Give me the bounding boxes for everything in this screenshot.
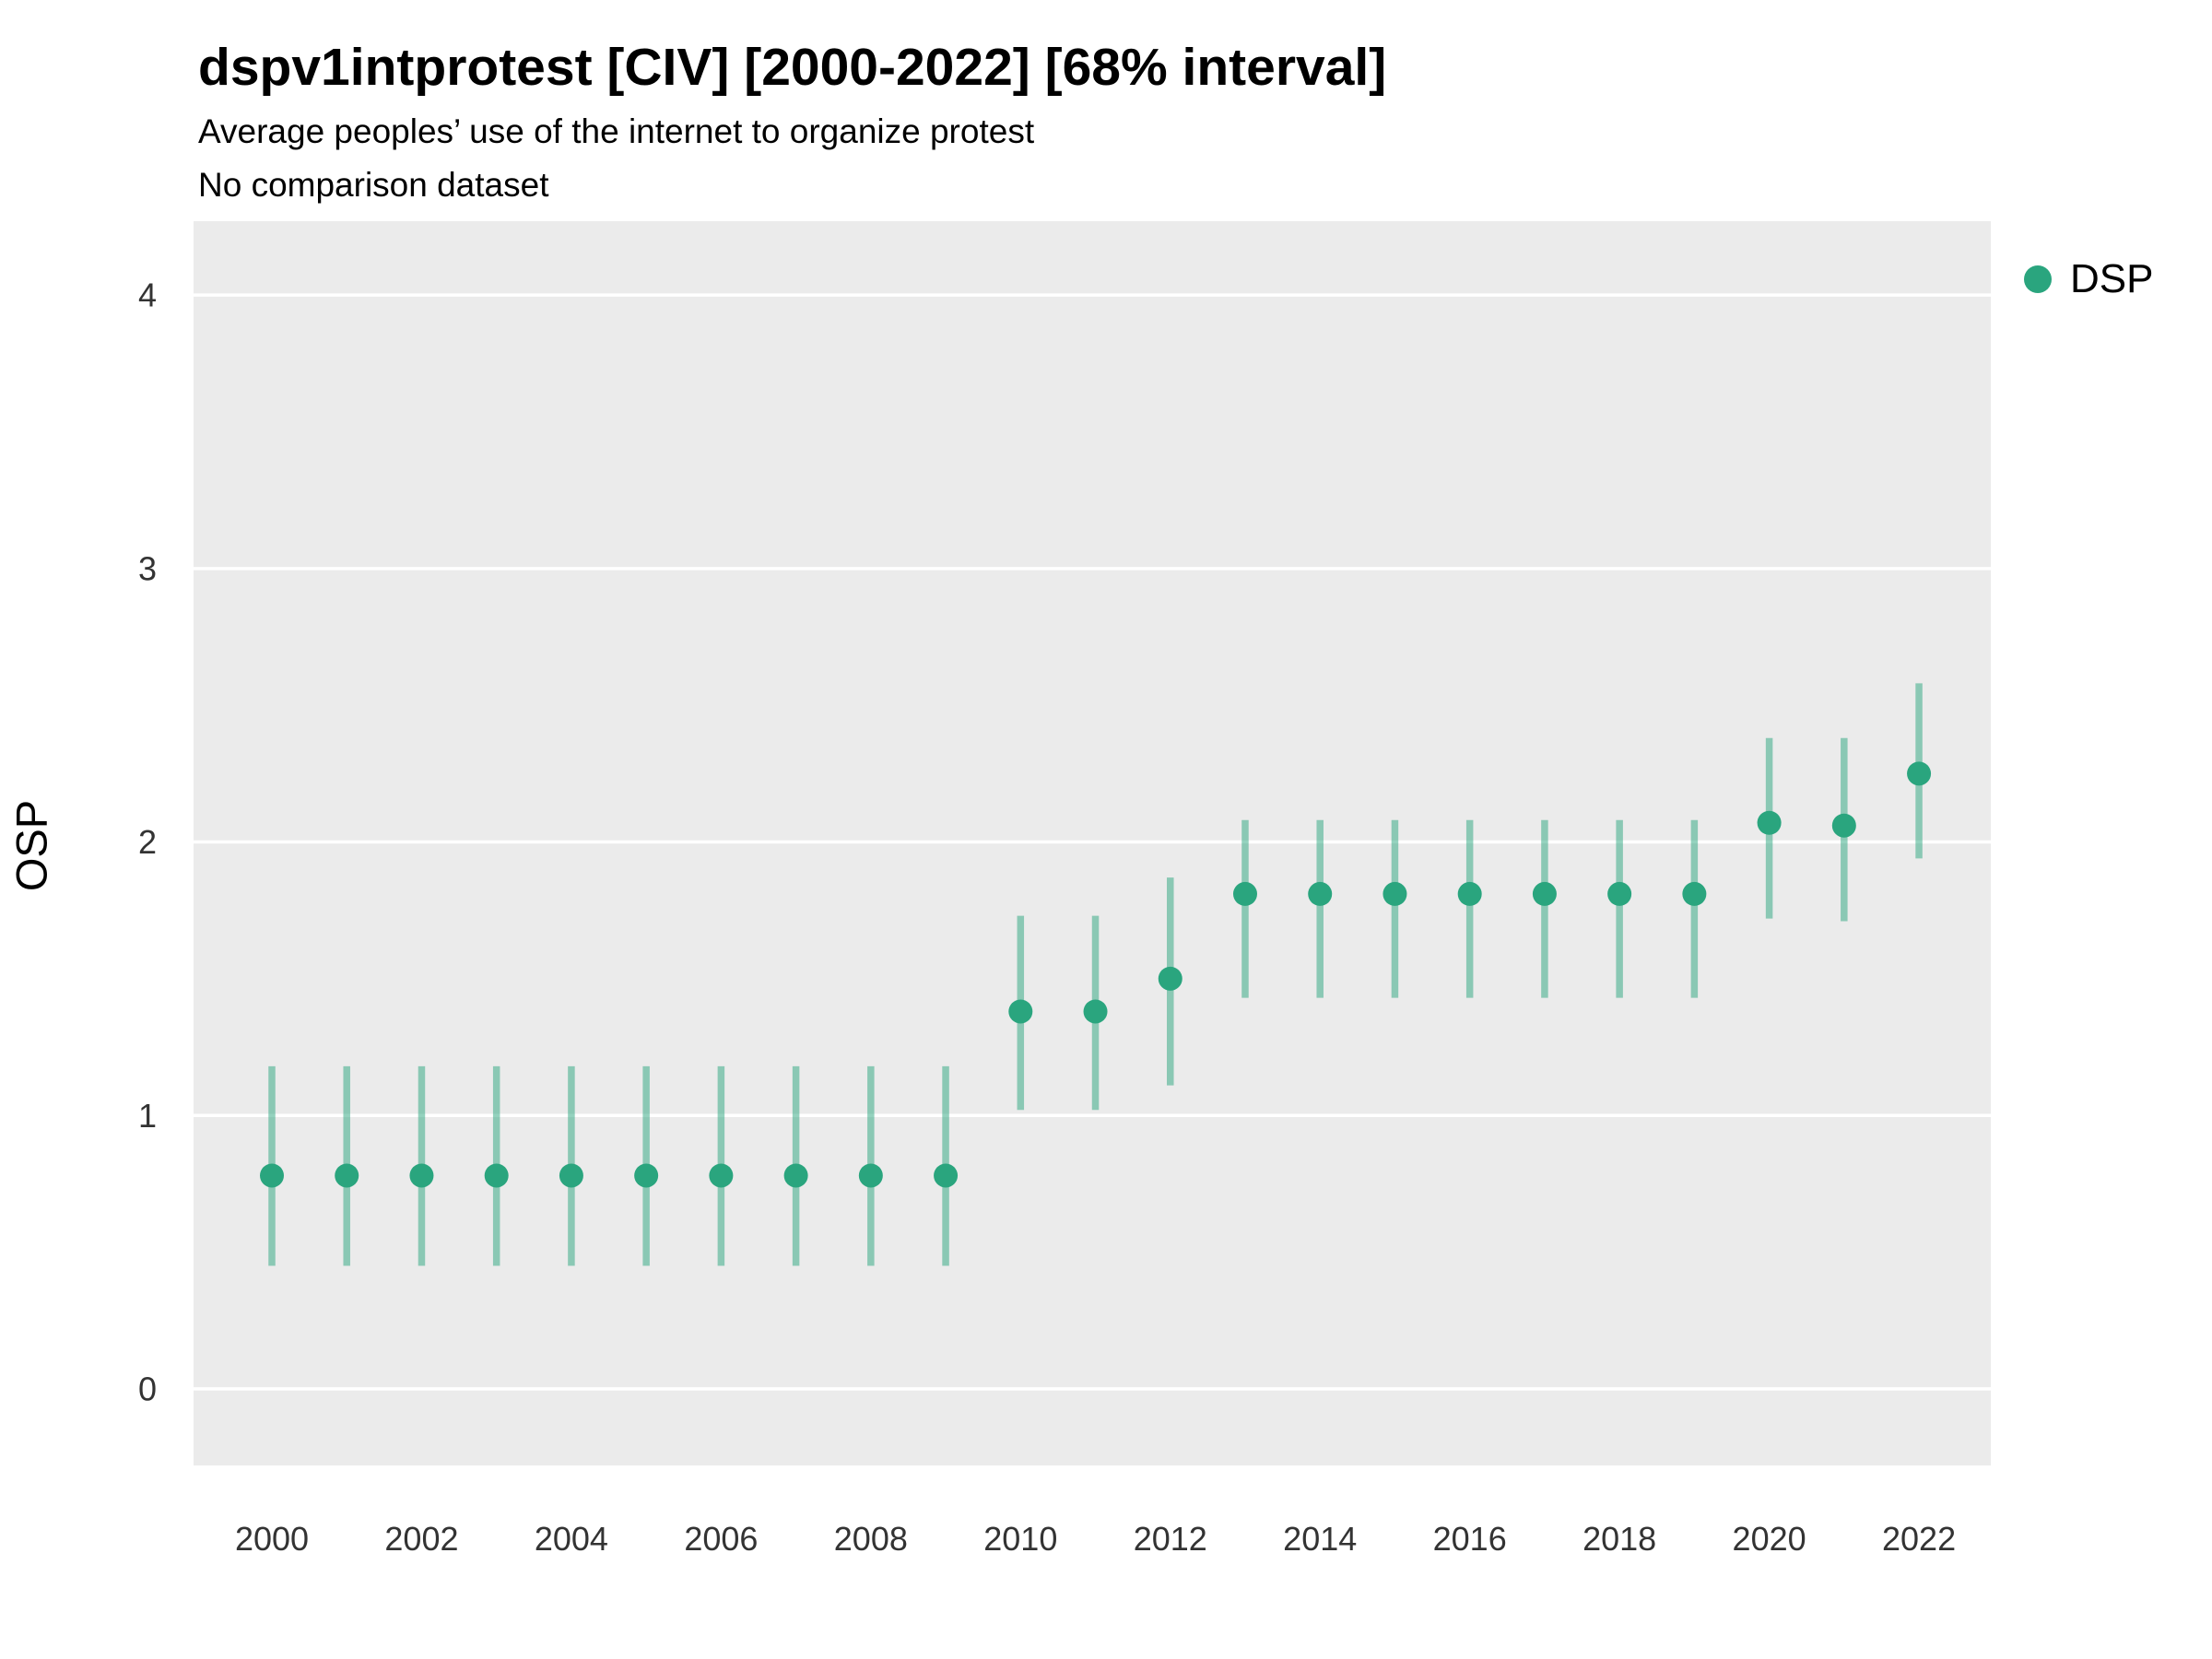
x-tick-label: 2022 <box>1882 1520 1956 1558</box>
data-point <box>1457 881 1482 906</box>
x-tick-label: 2002 <box>384 1520 458 1558</box>
data-point <box>634 1163 659 1188</box>
y-tick-label: 1 <box>138 1097 157 1135</box>
data-point <box>1831 813 1856 838</box>
x-tick-label: 2006 <box>684 1520 758 1558</box>
x-tick-label: 2016 <box>1433 1520 1507 1558</box>
legend-label: DSP <box>2070 256 2154 301</box>
data-point <box>1607 881 1632 906</box>
data-point <box>335 1163 359 1188</box>
chart-title: dspv1intprotest [CIV] [2000-2022] [68% i… <box>198 38 1387 97</box>
data-point <box>1232 881 1257 906</box>
x-tick-label: 2012 <box>1134 1520 1207 1558</box>
y-axis-title: OSP <box>6 799 56 892</box>
chart-comparison-note: No comparison dataset <box>198 166 549 204</box>
y-tick-label: 2 <box>138 823 157 861</box>
data-point <box>1382 881 1407 906</box>
data-point <box>1532 881 1557 906</box>
data-point <box>783 1163 808 1188</box>
data-point <box>709 1163 734 1188</box>
x-tick-label: 2004 <box>535 1520 608 1558</box>
data-point <box>559 1163 583 1188</box>
legend: DSP <box>2024 256 2153 302</box>
y-tick-label: 4 <box>138 276 157 314</box>
data-point <box>484 1163 509 1188</box>
x-tick-label: 2010 <box>983 1520 1057 1558</box>
data-point <box>934 1163 959 1188</box>
data-point <box>1008 999 1033 1024</box>
y-tick-label: 0 <box>138 1371 157 1408</box>
x-tick-label: 2014 <box>1283 1520 1357 1558</box>
x-tick-label: 2000 <box>235 1520 309 1558</box>
data-point <box>1083 999 1108 1024</box>
legend-dot-icon <box>2024 265 2052 293</box>
y-tick-label: 3 <box>138 549 157 587</box>
data-point <box>260 1163 284 1188</box>
x-tick-label: 2008 <box>834 1520 908 1558</box>
data-point <box>1308 881 1333 906</box>
data-point <box>1158 966 1182 991</box>
data-point <box>1907 761 1932 786</box>
data-point <box>858 1163 883 1188</box>
data-point <box>1757 810 1782 835</box>
x-tick-label: 2018 <box>1583 1520 1656 1558</box>
x-tick-label: 2020 <box>1733 1520 1806 1558</box>
data-point <box>409 1163 434 1188</box>
chart-subtitle: Average peoples’ use of the internet to … <box>198 112 1035 150</box>
data-point <box>1682 881 1707 906</box>
